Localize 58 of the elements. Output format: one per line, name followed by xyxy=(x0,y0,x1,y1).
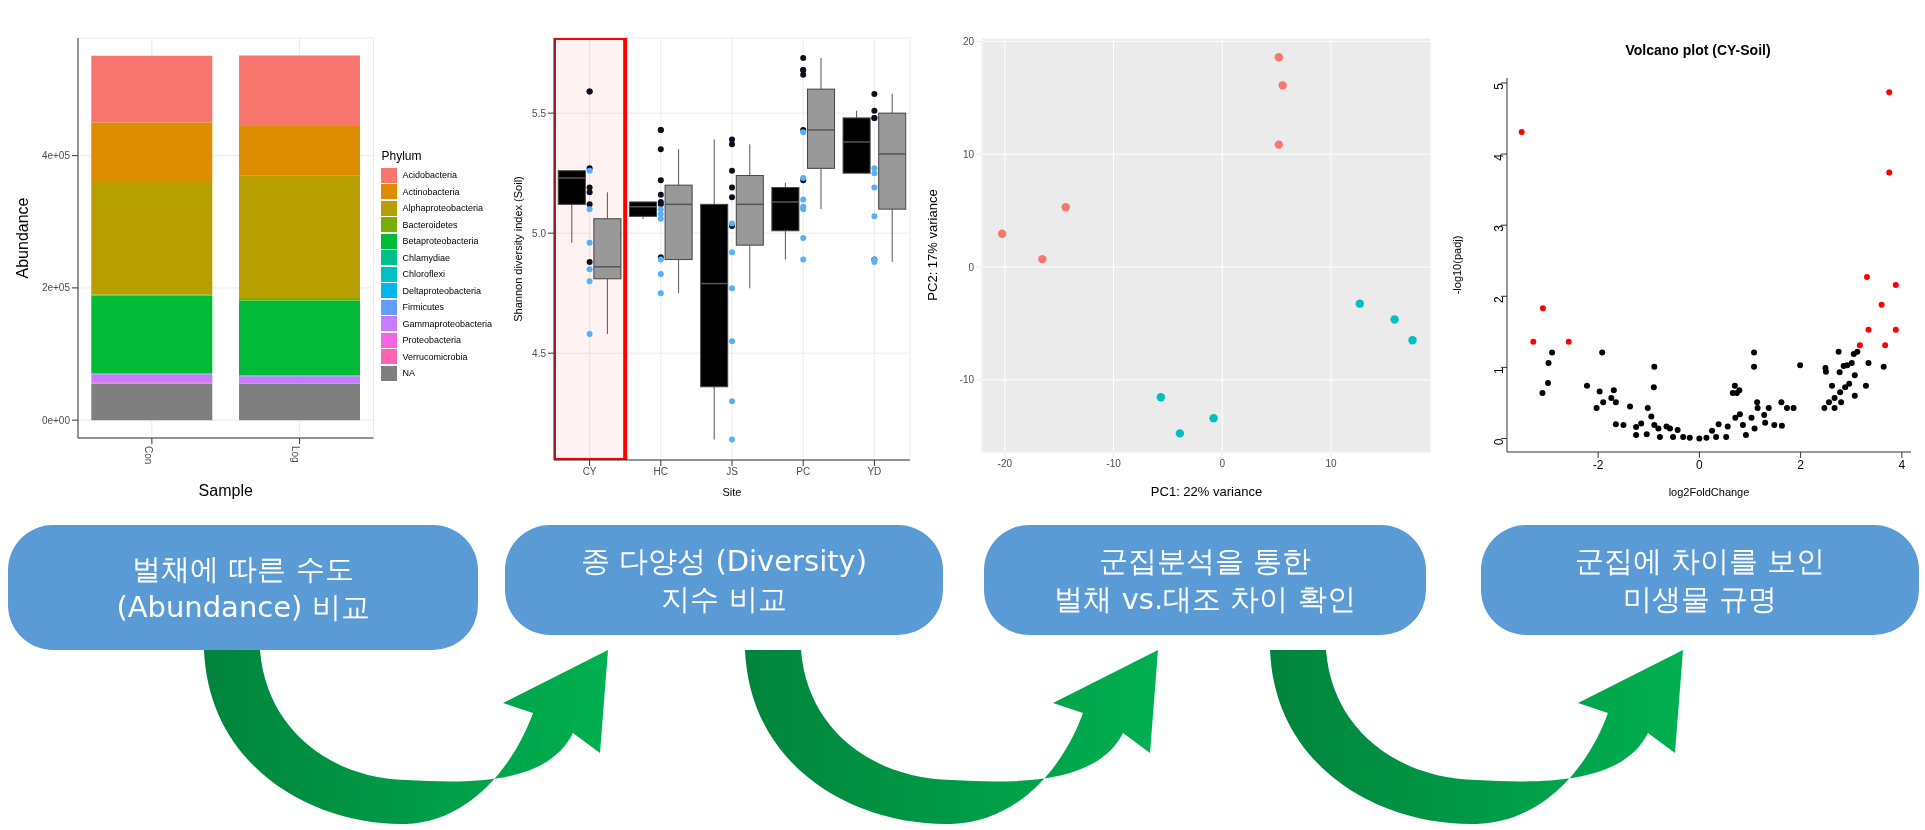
x-tick-label: JS xyxy=(726,466,739,478)
legend-title: Phylum xyxy=(381,148,423,163)
y-tick-label: 10 xyxy=(962,148,975,160)
y-tick-label: 5.0 xyxy=(532,227,547,239)
x-tick-label: CY xyxy=(582,466,597,478)
y-tick-label: 0 xyxy=(1492,438,1507,446)
x-tick-label: Con xyxy=(142,446,154,465)
text: 벌채에 따른 수도 (Abundance) 비교 xyxy=(8,525,478,650)
x-tick-label: 10 xyxy=(1325,458,1337,470)
y-tick-label: 4.5 xyxy=(532,347,547,359)
text: 군집에 차이를 보인 미생물 규명 xyxy=(1481,525,1919,635)
y-tick-label: 2 xyxy=(1492,295,1507,303)
x-axis-title: log2FoldChange xyxy=(1668,486,1750,498)
y-tick-label: 0e+00 xyxy=(41,414,71,426)
y-tick-label: 4 xyxy=(1492,153,1507,161)
text: 군집분석을 통한 벌채 vs.대조 차이 확인 xyxy=(984,525,1426,635)
y-tick-label: 2e+05 xyxy=(41,282,71,294)
legend-label: Acidobacteria xyxy=(401,169,458,182)
x-tick-label: 2 xyxy=(1797,457,1805,472)
legend-label: Chloroflexi xyxy=(401,268,446,281)
legend-label: Bacteroidetes xyxy=(401,218,459,232)
legend-label: Deltaproteobacteria xyxy=(401,284,482,298)
x-tick-label: PC xyxy=(796,466,811,478)
y-tick-label: 1 xyxy=(1492,367,1507,375)
x-tick-label: 4 xyxy=(1898,457,1906,472)
y-axis-title: Shannon diversity index (Soil) xyxy=(511,176,524,322)
y-axis-title: -log10(padj) xyxy=(1450,235,1463,295)
legend-label: NA xyxy=(401,367,416,380)
legend-label: Firmicutes xyxy=(401,301,445,314)
y-tick-label: 0 xyxy=(968,261,975,273)
legend-label: Alphaproteobacteria xyxy=(401,202,484,215)
chart-title: Volcano plot (CY-Soil) xyxy=(1624,41,1772,60)
x-tick-label: -20 xyxy=(997,458,1013,470)
y-tick-label: 5 xyxy=(1492,82,1507,90)
legend-label: Verrucomicrobia xyxy=(401,350,469,364)
x-axis-title: PC1: 22% variance xyxy=(1150,484,1263,499)
y-tick-label: 3 xyxy=(1492,224,1507,232)
x-tick-label: -10 xyxy=(1106,458,1122,470)
y-axis-title: PC2: 17% variance xyxy=(924,189,940,301)
legend-label: Betaproteobacteria xyxy=(401,235,480,248)
legend-label: Proteobacteria xyxy=(401,334,462,347)
y-tick-label: -10 xyxy=(959,374,975,386)
x-axis-title: Sample xyxy=(198,482,253,499)
y-tick-label: 4e+05 xyxy=(41,150,71,162)
x-tick-label: HC xyxy=(653,466,669,478)
y-tick-label: 20 xyxy=(962,35,975,47)
text: 종 다양성 (Diversity) 지수 비교 xyxy=(505,525,943,635)
x-tick-label: -2 xyxy=(1592,457,1604,472)
y-axis-title: Abundance xyxy=(13,197,31,279)
legend-label: Actinobacteria xyxy=(401,185,461,199)
legend-label: Gammaproteobacteria xyxy=(401,317,492,331)
x-tick-label: 0 xyxy=(1219,458,1226,470)
legend-label: Chlamydiae xyxy=(401,251,451,265)
x-axis-title: Site xyxy=(722,486,742,498)
x-tick-label: Log xyxy=(290,446,302,463)
x-tick-label: 0 xyxy=(1696,457,1704,472)
y-tick-label: 5.5 xyxy=(532,107,547,119)
x-tick-label: YD xyxy=(867,466,882,478)
